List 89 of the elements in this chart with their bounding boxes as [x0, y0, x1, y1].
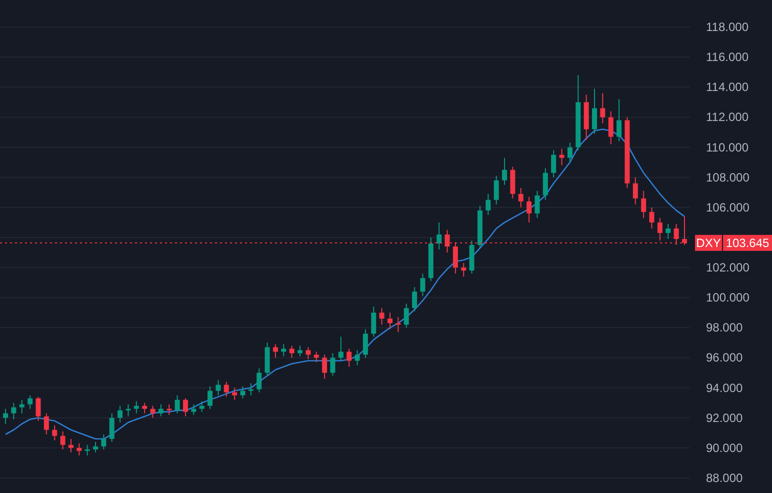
- candlestick: [76, 442, 82, 456]
- candlestick: [240, 386, 246, 399]
- candlestick: [641, 190, 646, 218]
- candlestick: [314, 351, 319, 363]
- candlestick: [158, 404, 164, 417]
- y-tick-label: 110.000: [706, 140, 749, 154]
- candlestick: [494, 175, 499, 205]
- candlestick: [600, 92, 606, 124]
- candlestick: [191, 404, 196, 416]
- candlestick: [174, 394, 180, 414]
- candlestick: [281, 344, 286, 357]
- candlestick: [592, 88, 597, 134]
- candlestick: [84, 444, 90, 456]
- candlestick: [338, 336, 344, 362]
- candlestick: [142, 402, 148, 414]
- candlestick: [224, 381, 229, 398]
- candlestick: [11, 402, 16, 420]
- candlestick: [322, 354, 328, 380]
- candlestick: [354, 350, 360, 366]
- candlestick: [232, 387, 238, 400]
- candlestick: [362, 328, 368, 358]
- candlestick: [608, 110, 614, 145]
- candlestick: [272, 344, 278, 358]
- y-tick-label: 94.000: [706, 380, 744, 395]
- candlestick: [28, 394, 33, 410]
- candlestick: [150, 405, 156, 418]
- candlestick: [387, 312, 392, 330]
- candlestick: [632, 176, 638, 205]
- y-tick-label: 102.000: [706, 260, 750, 275]
- candlestick: [256, 368, 262, 393]
- candlestick: [526, 196, 532, 223]
- candlestick: [101, 434, 106, 450]
- candlestick: [208, 386, 213, 410]
- y-tick-label: 114.000: [706, 80, 749, 94]
- candlestick: [289, 345, 294, 358]
- y-tick-label: 90.000: [706, 440, 744, 455]
- y-tick-label: 108.000: [706, 170, 750, 184]
- text: 103.645: [726, 236, 770, 250]
- candlestick: [518, 187, 524, 208]
- candlestick: [134, 400, 139, 414]
- candlestick: [199, 400, 204, 412]
- candlestick: [126, 404, 131, 417]
- candlestick: [559, 148, 564, 166]
- candlestick: [649, 206, 654, 229]
- y-tick-label: 98.000: [706, 320, 744, 335]
- candlestick: [396, 316, 401, 333]
- candlestick: [68, 438, 74, 453]
- y-tick-label: 106.000: [706, 200, 750, 214]
- y-tick-label: 88.000: [706, 470, 744, 485]
- candlestick: [567, 142, 572, 163]
- candlestick: [420, 273, 426, 297]
- candlestick: [502, 157, 508, 186]
- y-tick-label: 96.000: [706, 350, 744, 365]
- candlestick: [436, 222, 442, 250]
- candlestick: [52, 424, 58, 441]
- candlestick: [379, 308, 384, 326]
- candlestick: [404, 303, 409, 328]
- candlestick: [306, 346, 311, 360]
- candlestick: [248, 382, 254, 396]
- candlestick: [166, 404, 172, 416]
- candlestick: [616, 98, 622, 142]
- candlestick: [461, 262, 466, 278]
- candlestick: [486, 193, 491, 216]
- y-tick-label: 112.000: [706, 110, 749, 124]
- candlestick: [60, 430, 66, 450]
- candlestick: [666, 223, 671, 240]
- candlestick: [44, 412, 49, 435]
- candlestick: [371, 306, 376, 338]
- ref-line-label: DXY: [696, 236, 721, 250]
- candlestick: [216, 380, 221, 396]
- candlestick: [19, 399, 24, 414]
- candlestick: [109, 412, 114, 442]
- candlestick: [118, 405, 123, 423]
- y-tick-label: 118.000: [706, 20, 749, 34]
- candlestick: [657, 217, 662, 241]
- candlestick: [534, 190, 540, 218]
- candlestick: [551, 150, 556, 178]
- candlestick: [3, 408, 8, 424]
- candlestick: [36, 396, 41, 422]
- candlestick: [412, 286, 418, 312]
- y-tick-label: 116.000: [706, 50, 749, 64]
- candlestick: [330, 352, 336, 376]
- candlestick: [346, 348, 352, 368]
- y-tick-label: 92.000: [706, 410, 744, 425]
- candlestick: [93, 441, 98, 453]
- candlestick: [298, 345, 303, 357]
- candlestick: [542, 168, 548, 200]
- candlestick: [182, 398, 188, 417]
- y-tick-label: 100.000: [706, 290, 750, 305]
